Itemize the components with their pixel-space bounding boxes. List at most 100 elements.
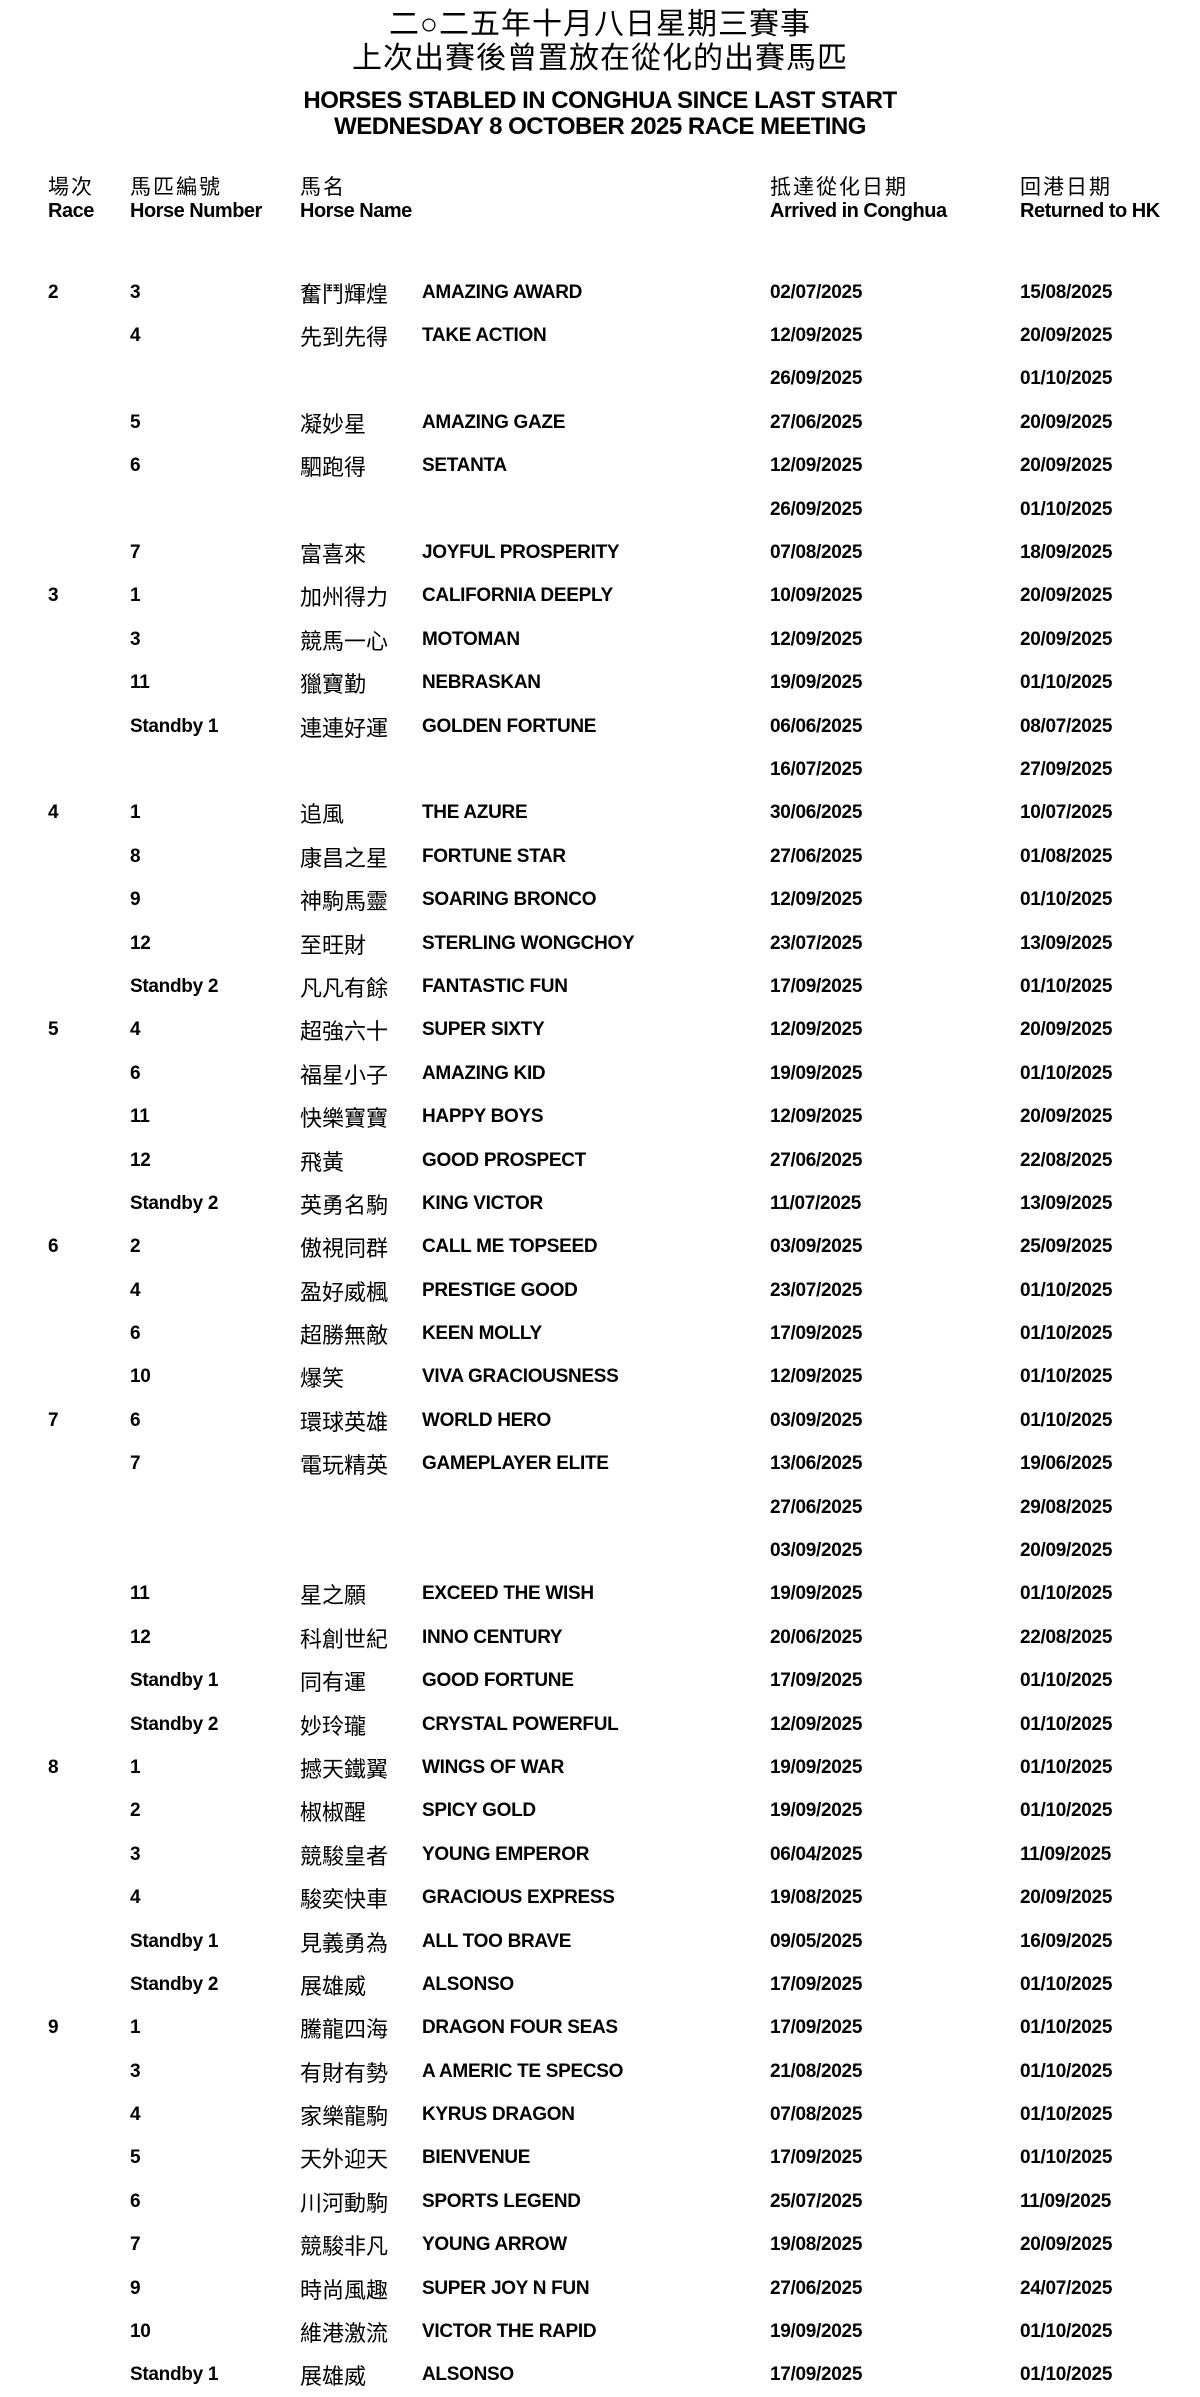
table-row: 12 飛黃 GOOD PROSPECT 27/06/2025 22/08/2025 [0,1139,1200,1182]
horse-number: 6 [130,455,141,477]
table-row: Standby 1 見義勇為 ALL TOO BRAVE 09/05/2025 16/0… [0,1920,1200,1963]
horse-name-english: GAMEPLAYER ELITE [422,1453,609,1475]
horse-name-chinese: 展雄威 [300,2364,367,2390]
arrived-date: 12/09/2025 [770,1106,863,1128]
horse-number: 6 [130,1409,141,1431]
horse-number: 3 [130,1843,141,1865]
horse-name-chinese: 凝妙星 [300,411,367,437]
horse-name-english: MOTOMAN [422,628,520,650]
arrived-date: 27/06/2025 [770,2277,863,2299]
arrived-date: 25/07/2025 [770,2190,863,2212]
table-row: 4 家樂龍駒 KYRUS DRAGON 07/08/2025 01/10/2025 [0,2093,1200,2136]
horse-name-english: AMAZING GAZE [422,411,566,433]
horse-name-chinese: 福星小子 [300,1062,389,1088]
horse-name-chinese: 追風 [300,802,345,828]
returned-date: 01/10/2025 [1020,1279,1113,1301]
horse-name-chinese: 駟跑得 [300,455,367,481]
horse-name-chinese: 妙玲瓏 [300,1713,367,1739]
returned-date: 01/10/2025 [1020,889,1113,911]
horse-name-english: FORTUNE STAR [422,845,566,867]
horse-number: 7 [130,542,141,564]
horse-number: 12 [130,1149,151,1171]
horse-number: 6 [130,1323,141,1345]
returned-date: 20/09/2025 [1020,2234,1113,2256]
returned-date: 11/09/2025 [1020,1843,1112,1865]
returned-date: 20/09/2025 [1020,585,1113,607]
arrived-date: 27/06/2025 [770,1149,863,1171]
arrived-date: 03/09/2025 [770,1409,863,1431]
table-row: 7 富喜來 JOYFUL PROSPERITY 07/08/2025 18/09/202… [0,531,1200,574]
horse-name-chinese: 環球英雄 [300,1409,389,1435]
column-header-horse-name: 馬名 Horse Name [300,176,770,223]
document-title: 二○二五年十月八日星期三賽事 上次出賽後曾置放在從化的出賽馬匹 HORSES S… [0,0,1200,140]
returned-date: 20/09/2025 [1020,1019,1113,1041]
arrived-date: 06/06/2025 [770,715,863,737]
horse-number: 9 [130,2277,141,2299]
horse-number: 10 [130,1366,151,1388]
race-number: 4 [48,802,59,824]
horse-number: 11 [130,672,150,694]
arrived-date: 27/06/2025 [770,845,863,867]
table-row: 10 爆笑 VIVA GRACIOUSNESS 12/09/2025 01/10/202… [0,1356,1200,1399]
horse-name-chinese: 時尚風趣 [300,2277,389,2303]
returned-date: 01/10/2025 [1020,1409,1113,1431]
table-row: Standby 1 展雄威 ALSONSO 17/09/2025 01/10/2025 [0,2354,1200,2397]
horse-number: 1 [130,802,141,824]
returned-date: 22/08/2025 [1020,1149,1113,1171]
table-body: 2 3 奮鬥輝煌 AMAZING AWARD 02/07/2025 15/08/2025 4… [0,271,1200,2397]
horse-number: 9 [130,889,141,911]
table-row: 8 康昌之星 FORTUNE STAR 27/06/2025 01/08/2025 [0,835,1200,878]
returned-date: 10/07/2025 [1020,802,1113,824]
arrived-date: 12/09/2025 [770,1366,863,1388]
horse-name-english: A AMERIC TE SPECSO [422,2060,624,2082]
column-header-race-zh: 場次 [48,176,94,199]
returned-date: 01/10/2025 [1020,2017,1113,2039]
horse-name-english: ALSONSO [422,1973,514,1995]
horse-name-english: SPICY GOLD [422,1800,536,1822]
arrived-date: 03/09/2025 [770,1236,863,1258]
table-row: Standby 2 英勇名駒 KING VICTOR 11/07/2025 13/09/… [0,1182,1200,1225]
horse-name-chinese: 凡凡有餘 [300,975,389,1001]
column-header-horse-name-en: Horse Name [300,200,412,222]
table-row: 3 競駿皇者 YOUNG EMPEROR 06/04/2025 11/09/2025 [0,1833,1200,1876]
horse-name-english: WORLD HERO [422,1409,551,1431]
returned-date: 01/10/2025 [1020,1670,1113,1692]
arrived-date: 16/07/2025 [770,758,863,780]
column-header-arrived-zh: 抵達從化日期 [770,176,908,199]
horse-name-english: EXCEED THE WISH [422,1583,594,1605]
title-english-line1: HORSES STABLED IN CONGHUA SINCE LAST STA… [303,87,897,114]
arrived-date: 17/09/2025 [770,975,863,997]
horse-name-english: ALSONSO [422,2364,514,2386]
arrived-date: 12/09/2025 [770,1019,863,1041]
arrived-date: 26/09/2025 [770,498,863,520]
table-row: 5 4 超強六十 SUPER SIXTY 12/09/2025 20/09/2025 [0,1009,1200,1052]
horse-name-english: GOOD PROSPECT [422,1149,586,1171]
returned-date: 22/08/2025 [1020,1626,1113,1648]
table-row: Standby 2 妙玲瓏 CRYSTAL POWERFUL 12/09/2025 01… [0,1703,1200,1746]
horse-name-english: ALL TOO BRAVE [422,1930,572,1952]
horse-name-english: NEBRASKAN [422,672,541,694]
arrived-date: 27/06/2025 [770,411,863,433]
returned-date: 01/10/2025 [1020,975,1113,997]
column-header-horse-number: 馬匹編號 Horse Number [130,176,300,223]
horse-name-english: TAKE ACTION [422,325,547,347]
table-row: Standby 2 凡凡有餘 FANTASTIC FUN 17/09/2025 01/1… [0,965,1200,1008]
horse-number: Standby 1 [130,1930,219,1952]
column-header-horse-number-zh: 馬匹編號 [130,176,222,199]
horse-name-chinese: 電玩精英 [300,1453,389,1479]
horse-name-english: GOLDEN FORTUNE [422,715,597,737]
arrived-date: 19/09/2025 [770,672,863,694]
horse-number: 2 [130,1236,141,1258]
arrived-date: 17/09/2025 [770,2017,863,2039]
horse-name-chinese: 奮鬥輝煌 [300,281,389,307]
horse-name-english: FANTASTIC FUN [422,975,568,997]
returned-date: 19/06/2025 [1020,1453,1113,1475]
table-row: 9 神駒馬靈 SOARING BRONCO 12/09/2025 01/10/2025 [0,878,1200,921]
horse-name-english: SUPER JOY N FUN [422,2277,590,2299]
horse-name-english: YOUNG EMPEROR [422,1843,590,1865]
column-header-horse-name-zh: 馬名 [300,176,346,199]
horse-name-english: SOARING BRONCO [422,889,597,911]
race-number: 9 [48,2017,59,2039]
arrived-date: 12/09/2025 [770,325,863,347]
returned-date: 20/09/2025 [1020,1887,1113,1909]
